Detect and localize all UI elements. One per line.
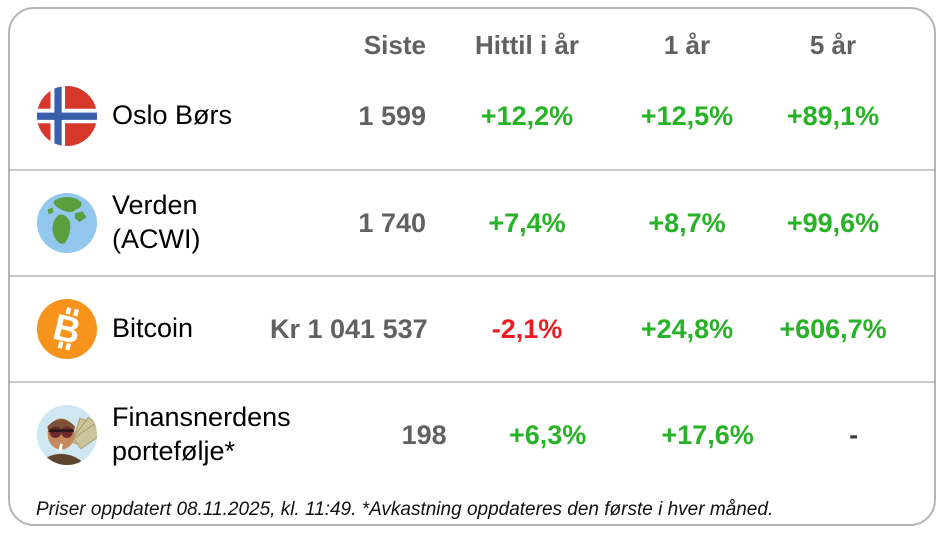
- table-row-verden-acwi: Verden (ACWI) 1 740 +7,4% +8,7% +99,6%: [10, 169, 934, 275]
- one-year-value: +12,5%: [640, 100, 734, 131]
- siste-value: Kr 1 041 537: [270, 313, 428, 344]
- column-header-siste: Siste: [363, 30, 426, 60]
- ytd-value: +6,3%: [508, 419, 587, 450]
- table-row-finansnerdens-portefolje: Finansnerdens portefølje* 198 +6,3% +17,…: [10, 381, 934, 487]
- siste-value: 1 740: [358, 207, 426, 238]
- one-year-value: +24,8%: [640, 313, 734, 344]
- five-year-value: -: [849, 419, 859, 450]
- norway-flag-icon: [36, 85, 98, 147]
- table-header-row: Siste Hittil i år 1 år 5 år: [36, 9, 908, 63]
- five-year-value: +99,6%: [786, 207, 880, 238]
- avatar: [36, 404, 98, 466]
- footer-note: Priser oppdatert 08.11.2025, kl. 11:49. …: [36, 499, 774, 520]
- ytd-value: -2,1%: [491, 313, 563, 344]
- column-header-1yr: 1 år: [663, 30, 711, 60]
- ytd-value: +12,2%: [480, 100, 574, 131]
- one-year-value: +8,7%: [648, 207, 726, 238]
- price-table-card: Siste Hittil i år 1 år 5 år Oslo Børs: [8, 7, 936, 526]
- asset-name: Verden (ACWI): [112, 190, 201, 254]
- asset-name: Bitcoin: [112, 313, 194, 344]
- table-row-oslo-bors: Oslo Børs 1 599 +12,2% +12,5% +89,1%: [36, 63, 908, 169]
- siste-value: 198: [401, 419, 447, 450]
- asset-name: Finansnerdens portefølje*: [112, 402, 291, 466]
- asset-name: Oslo Børs: [112, 100, 233, 131]
- five-year-value: +606,7%: [779, 313, 887, 344]
- siste-value: 1 599: [358, 100, 426, 131]
- asset-name-cell: Oslo Børs: [36, 85, 270, 147]
- globe-icon: [36, 192, 98, 254]
- bitcoin-icon: B: [36, 298, 98, 360]
- column-header-ytd: Hittil i år: [474, 30, 579, 60]
- one-year-value: +17,6%: [661, 419, 754, 450]
- ytd-value: +7,4%: [488, 207, 566, 238]
- column-header-5yr: 5 år: [809, 30, 857, 60]
- asset-name-cell: Finansnerdens portefølje*: [36, 401, 291, 469]
- five-year-value: +89,1%: [786, 100, 880, 131]
- asset-name-cell: Verden (ACWI): [36, 189, 270, 257]
- asset-name-cell: B Bitcoin: [36, 298, 270, 360]
- table-row-bitcoin: B Bitcoin Kr 1 041 537 -2,1% +24,8% +606…: [10, 275, 934, 381]
